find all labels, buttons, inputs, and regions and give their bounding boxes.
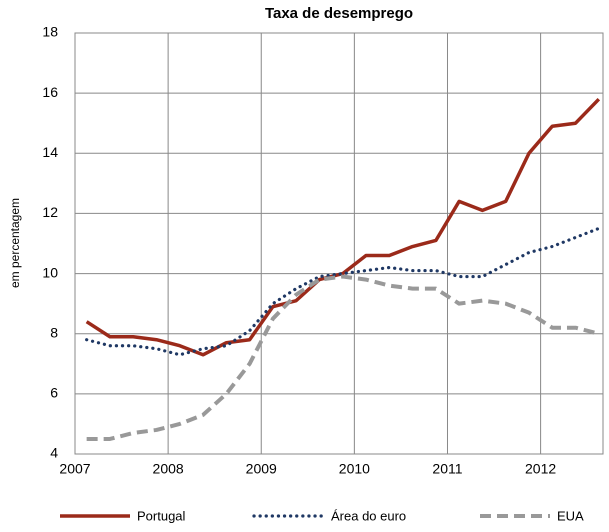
x-tick-label: 2008 — [153, 461, 184, 477]
line-series — [85, 226, 601, 357]
y-tick-label: 6 — [50, 385, 58, 401]
y-tick-label: 10 — [42, 264, 58, 280]
line-series — [85, 97, 601, 357]
y-tick-label: 4 — [50, 445, 58, 461]
line-series — [86, 274, 600, 441]
y-tick-label: 8 — [50, 324, 58, 340]
y-axis-label: em percentagem — [8, 198, 22, 288]
legend-label: Portugal — [137, 508, 186, 523]
legend-label: EUA — [557, 508, 584, 523]
x-tick-label: 2012 — [525, 461, 556, 477]
x-tick-label: 2010 — [339, 461, 370, 477]
x-tick-label: 2011 — [432, 461, 462, 477]
y-tick-label: 14 — [42, 144, 58, 160]
x-tick-label: 2009 — [246, 461, 277, 477]
legend-label: Área do euro — [331, 508, 406, 523]
chart-title: Taxa de desemprego — [265, 5, 413, 22]
plot-frame — [74, 32, 604, 455]
y-tick-label: 16 — [42, 84, 58, 100]
x-tick-label: 2007 — [59, 461, 90, 477]
y-tick-label: 18 — [42, 24, 58, 40]
y-tick-label: 12 — [42, 204, 58, 220]
